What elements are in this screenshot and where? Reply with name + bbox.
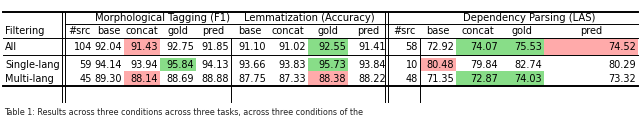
Text: 95.84: 95.84: [166, 60, 194, 69]
Text: 91.41: 91.41: [358, 42, 386, 51]
Text: 95.73: 95.73: [318, 60, 346, 69]
Text: 59: 59: [79, 60, 92, 69]
Text: 91.43: 91.43: [131, 42, 158, 51]
Text: 80.29: 80.29: [609, 60, 636, 69]
Text: 92.55: 92.55: [318, 42, 346, 51]
Text: base: base: [426, 26, 450, 36]
Text: 74.07: 74.07: [470, 42, 498, 51]
Text: 87.33: 87.33: [278, 74, 306, 83]
Text: 93.66: 93.66: [239, 60, 266, 69]
Text: 74.03: 74.03: [515, 74, 542, 83]
Text: 89.30: 89.30: [95, 74, 122, 83]
Text: 88.38: 88.38: [319, 74, 346, 83]
Text: Dependency Parsing (LAS): Dependency Parsing (LAS): [463, 13, 595, 23]
Text: 93.84: 93.84: [358, 60, 386, 69]
Text: gold: gold: [317, 26, 339, 36]
Text: 91.02: 91.02: [278, 42, 306, 51]
Text: gold: gold: [511, 26, 532, 36]
Text: base: base: [238, 26, 261, 36]
Text: 75.53: 75.53: [514, 42, 542, 51]
Text: Multi-lang: Multi-lang: [5, 74, 54, 83]
Bar: [456, 38, 500, 55]
Text: 93.94: 93.94: [131, 60, 158, 69]
Bar: [500, 38, 544, 55]
Bar: [544, 38, 638, 55]
Text: 74.52: 74.52: [608, 42, 636, 51]
Text: pred: pred: [580, 26, 602, 36]
Text: All: All: [5, 42, 17, 51]
Text: 94.14: 94.14: [95, 60, 122, 69]
Text: Single-lang: Single-lang: [5, 60, 60, 69]
Text: concat: concat: [125, 26, 158, 36]
Text: pred: pred: [357, 26, 379, 36]
Text: 92.75: 92.75: [166, 42, 194, 51]
Text: 71.35: 71.35: [426, 74, 454, 83]
Bar: [500, 71, 544, 86]
Text: 88.69: 88.69: [166, 74, 194, 83]
Text: 72.92: 72.92: [426, 42, 454, 51]
Text: concat: concat: [271, 26, 305, 36]
Bar: [308, 58, 348, 71]
Bar: [160, 58, 196, 71]
Bar: [308, 38, 348, 55]
Text: gold: gold: [168, 26, 188, 36]
Bar: [456, 71, 500, 86]
Text: 104: 104: [74, 42, 92, 51]
Text: 88.22: 88.22: [358, 74, 386, 83]
Text: #src: #src: [68, 26, 91, 36]
Text: 80.48: 80.48: [426, 60, 454, 69]
Text: Morphological Tagging (F1): Morphological Tagging (F1): [95, 13, 230, 23]
Text: 72.87: 72.87: [470, 74, 498, 83]
Text: 93.83: 93.83: [278, 60, 306, 69]
Text: 91.85: 91.85: [202, 42, 229, 51]
Text: 10: 10: [406, 60, 418, 69]
Text: 79.84: 79.84: [470, 60, 498, 69]
Text: pred: pred: [202, 26, 225, 36]
Text: 45: 45: [79, 74, 92, 83]
Text: concat: concat: [461, 26, 494, 36]
Text: base: base: [97, 26, 121, 36]
Text: 73.32: 73.32: [608, 74, 636, 83]
Text: Table 1: Results across three conditions across three tasks, across three condit: Table 1: Results across three conditions…: [4, 108, 363, 117]
Text: #src: #src: [393, 26, 415, 36]
Text: 88.14: 88.14: [131, 74, 158, 83]
Text: Filtering: Filtering: [5, 26, 44, 36]
Text: 92.04: 92.04: [94, 42, 122, 51]
Bar: [124, 71, 160, 86]
Text: 82.74: 82.74: [515, 60, 542, 69]
Text: 48: 48: [406, 74, 418, 83]
Bar: [124, 38, 160, 55]
Text: 88.88: 88.88: [202, 74, 229, 83]
Text: 87.75: 87.75: [238, 74, 266, 83]
Text: 94.13: 94.13: [202, 60, 229, 69]
Text: Lemmatization (Accuracy): Lemmatization (Accuracy): [244, 13, 375, 23]
Text: 91.10: 91.10: [239, 42, 266, 51]
Bar: [420, 58, 456, 71]
Text: 58: 58: [406, 42, 418, 51]
Bar: [308, 71, 348, 86]
